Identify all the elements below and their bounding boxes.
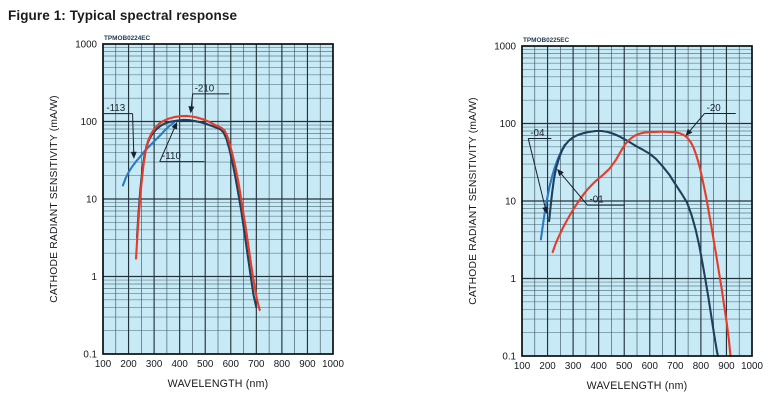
x-axis-title: WAVELENGTH (nm) bbox=[587, 380, 688, 392]
svg-text:10: 10 bbox=[86, 194, 97, 205]
svg-text:-110: -110 bbox=[162, 151, 181, 162]
curve-label-110: -110 bbox=[159, 121, 205, 163]
plot-border bbox=[102, 43, 334, 355]
series-group bbox=[539, 129, 732, 357]
chart-tpmob0224ec: -113 -210 -110 TPMOB0224EC 1000 100 10 1 0.1 100 2… bbox=[37, 28, 349, 399]
arrowhead-icon bbox=[130, 151, 137, 159]
svg-text:100: 100 bbox=[500, 119, 517, 130]
y-axis-title: CATHODE RADIANT SENSITIVITY (mA/W) bbox=[468, 97, 479, 305]
svg-text:1: 1 bbox=[511, 274, 516, 285]
chart-id-label: TPMOB0225EC bbox=[523, 37, 570, 44]
svg-text:100: 100 bbox=[95, 359, 112, 370]
x-axis-ticks: 100 200 300 400 500 600 700 800 900 1000 bbox=[95, 359, 345, 370]
svg-text:1000: 1000 bbox=[322, 359, 344, 370]
svg-text:700: 700 bbox=[667, 361, 684, 372]
svg-text:1000: 1000 bbox=[75, 39, 97, 50]
figure-title: Figure 1: Typical spectral response bbox=[8, 8, 238, 23]
curve-label-01: -01 bbox=[557, 168, 625, 206]
svg-text:0.1: 0.1 bbox=[83, 349, 97, 360]
series-curve-210 bbox=[134, 114, 261, 312]
y-axis-ticks: 1000 100 10 1 0.1 bbox=[494, 41, 516, 362]
svg-text:-113: -113 bbox=[106, 103, 125, 114]
svg-text:100: 100 bbox=[81, 117, 98, 128]
svg-text:100: 100 bbox=[514, 361, 531, 372]
curve-label-04: -04 bbox=[527, 128, 552, 214]
svg-text:0.1: 0.1 bbox=[502, 351, 516, 362]
svg-text:400: 400 bbox=[590, 361, 607, 372]
curve-label-113: -113 bbox=[103, 103, 137, 159]
svg-text:600: 600 bbox=[223, 359, 240, 370]
x-axis-title: WAVELENGTH (nm) bbox=[168, 378, 269, 390]
svg-text:1000: 1000 bbox=[741, 361, 763, 372]
svg-text:900: 900 bbox=[299, 359, 316, 370]
svg-text:300: 300 bbox=[565, 361, 582, 372]
svg-text:900: 900 bbox=[718, 361, 735, 372]
series-curve-01 bbox=[548, 129, 720, 357]
arrowhead-icon bbox=[685, 128, 693, 136]
svg-text:800: 800 bbox=[693, 361, 710, 372]
arrowhead-icon bbox=[542, 206, 549, 214]
arrowhead-icon bbox=[557, 168, 564, 177]
svg-text:-04: -04 bbox=[530, 128, 545, 139]
svg-text:200: 200 bbox=[539, 361, 556, 372]
svg-text:-20: -20 bbox=[707, 103, 722, 114]
svg-text:-210: -210 bbox=[195, 83, 215, 94]
svg-text:1000: 1000 bbox=[494, 41, 516, 52]
grid bbox=[103, 44, 333, 354]
plot-border bbox=[521, 45, 753, 357]
series-group bbox=[121, 114, 261, 312]
x-axis-ticks: 100 200 300 400 500 600 700 800 900 1000 bbox=[514, 361, 764, 372]
svg-text:800: 800 bbox=[274, 359, 291, 370]
svg-text:200: 200 bbox=[120, 359, 137, 370]
y-axis-title: CATHODE RADIANT SENSITIVITY (mA/W) bbox=[49, 95, 60, 303]
svg-text:500: 500 bbox=[616, 361, 633, 372]
series-curve-20 bbox=[551, 130, 732, 357]
series-curve-113 bbox=[121, 121, 176, 187]
svg-text:1: 1 bbox=[92, 272, 97, 283]
svg-text:600: 600 bbox=[642, 361, 659, 372]
svg-text:-01: -01 bbox=[590, 195, 604, 206]
svg-text:700: 700 bbox=[248, 359, 265, 370]
svg-text:10: 10 bbox=[505, 196, 516, 207]
curve-label-20: -20 bbox=[685, 103, 736, 136]
chart-id-label: TPMOB0224EC bbox=[104, 35, 151, 42]
svg-text:400: 400 bbox=[171, 359, 188, 370]
arrowhead-icon bbox=[188, 106, 195, 114]
svg-text:500: 500 bbox=[197, 359, 214, 370]
svg-text:300: 300 bbox=[146, 359, 163, 370]
arrowhead-icon bbox=[171, 121, 178, 130]
y-axis-ticks: 1000 100 10 1 0.1 bbox=[75, 39, 97, 360]
chart-tpmob0225ec: -04 -01 -20 TPMOB0225EC 1000 100 10 1 0.1 100 200 3… bbox=[456, 30, 768, 401]
curve-label-210: -210 bbox=[188, 83, 230, 114]
grid bbox=[522, 46, 752, 356]
